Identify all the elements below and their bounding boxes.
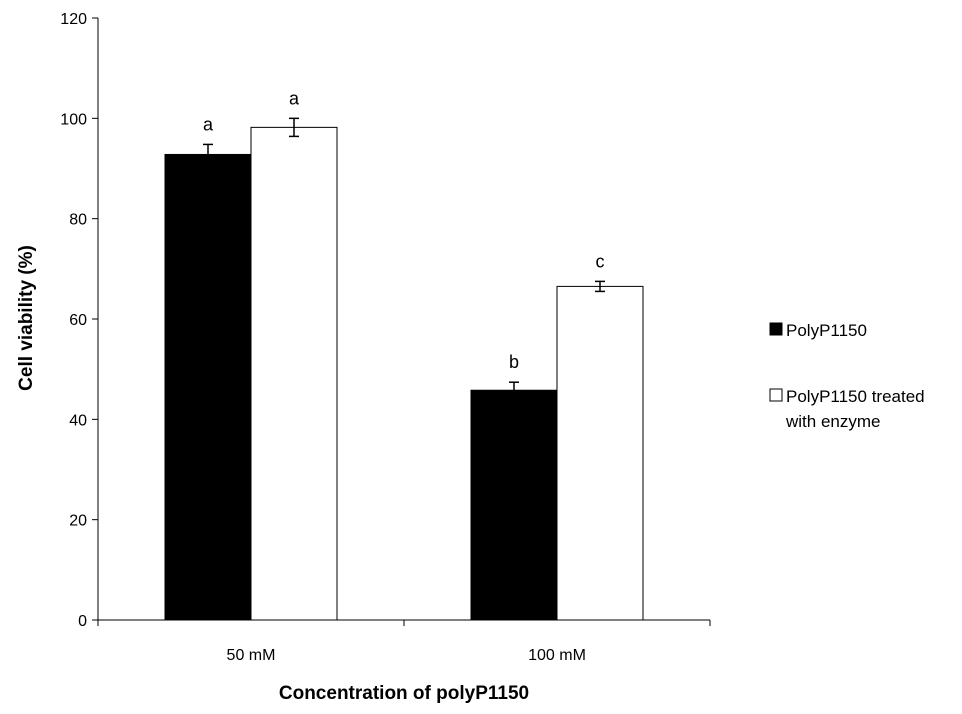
- significance-label: c: [596, 251, 605, 271]
- y-tick-label: 100: [60, 111, 87, 128]
- y-tick-label: 80: [69, 212, 87, 229]
- y-tick-label: 20: [69, 513, 87, 530]
- y-tick-label: 120: [60, 11, 87, 28]
- significance-label: a: [289, 88, 300, 108]
- bar-series: a b a c: [164, 88, 644, 621]
- y-tick-label: 40: [69, 412, 87, 429]
- bar: [556, 285, 644, 621]
- y-axis-title: Cell viability (%): [16, 245, 37, 391]
- x-tick-label: 50 mM: [227, 647, 276, 664]
- legend: PolyP1150 PolyP1150 treated with enzyme: [769, 321, 925, 431]
- legend-label: with enzyme: [785, 412, 880, 431]
- bar: [250, 126, 338, 621]
- x-tick-label: 100 mM: [528, 647, 586, 664]
- bar: [470, 389, 558, 621]
- x-axis: 50 mM 100 mM: [97, 619, 711, 664]
- legend-label: PolyP1150 treated: [786, 387, 925, 406]
- significance-label: a: [203, 114, 214, 134]
- x-axis-title: Concentration of polyP1150: [279, 683, 529, 704]
- y-tick-label: 0: [78, 613, 87, 630]
- y-tick-label: 60: [69, 312, 87, 329]
- legend-swatch: [769, 388, 783, 402]
- legend-swatch: [769, 322, 783, 336]
- bar: [164, 153, 252, 621]
- y-axis: 0 20 40 60 80 100 120: [60, 11, 99, 630]
- significance-label: b: [509, 352, 519, 372]
- legend-label: PolyP1150: [786, 321, 867, 340]
